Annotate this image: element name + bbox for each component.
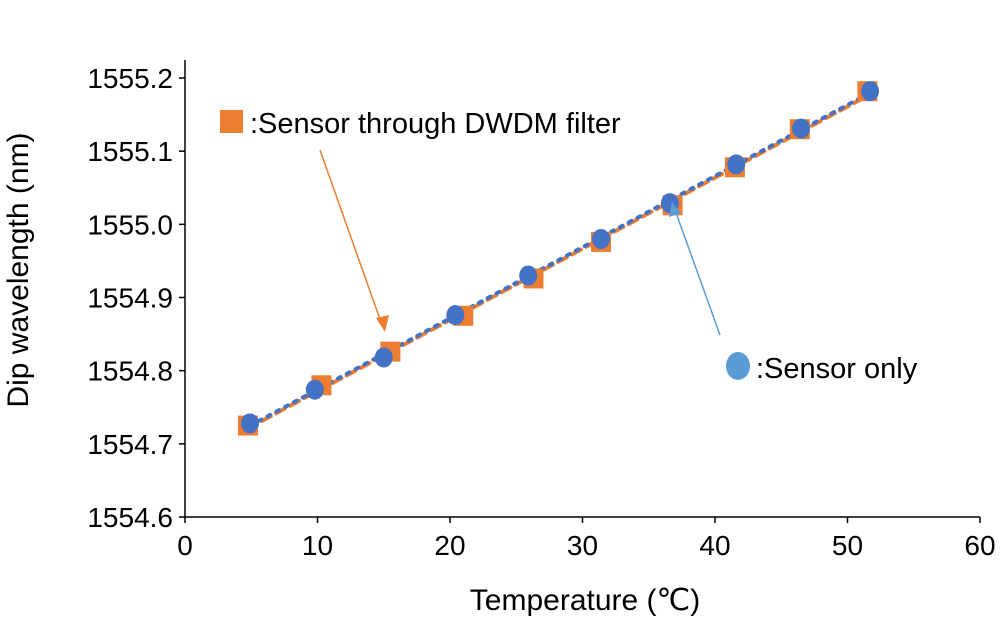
data-point-circle (792, 118, 811, 139)
x-tick-label: 0 (177, 530, 193, 561)
y-tick-label: 1554.9 (87, 283, 173, 314)
x-tick-label: 10 (302, 530, 333, 561)
legend-filter-label: :Sensor through DWDM filter (250, 108, 621, 140)
legend-sensor: :Sensor only (669, 202, 918, 385)
y-tick-label: 1554.8 (87, 356, 173, 387)
x-tick-label: 20 (434, 530, 465, 561)
data-point-circle (305, 379, 324, 400)
y-tick-label: 1555.1 (87, 136, 173, 167)
y-tick-label: 1555.0 (87, 209, 173, 240)
arrowhead-icon (376, 315, 389, 332)
data-point-circle (374, 347, 393, 368)
data-point-circle (592, 228, 611, 249)
x-tick-label: 30 (567, 530, 598, 561)
x-axis-title: Temperature (℃) (470, 584, 700, 617)
y-tick-label: 1555.2 (87, 63, 173, 94)
legend-sensor-label: :Sensor only (756, 353, 918, 385)
data-point-circle (861, 81, 880, 102)
legend-filter-arrow (319, 149, 383, 326)
data-point-circle (727, 154, 746, 175)
data-point-circle (240, 413, 259, 434)
x-tick-label: 50 (832, 530, 863, 561)
x-tick-label: 60 (964, 530, 995, 561)
legend-sensor-arrow (674, 209, 721, 336)
legend-circle-marker (726, 352, 750, 380)
trendline-sensor-only (247, 90, 873, 428)
data-point-circle (446, 305, 465, 326)
data-point-circle (519, 265, 538, 286)
y-tick-label: 1554.6 (87, 502, 173, 533)
legend-filter: :Sensor through DWDM filter (220, 108, 621, 332)
legend-square-marker (220, 110, 243, 133)
y-axis-title: Dip wavelength (nm) (2, 132, 35, 407)
x-tick-label: 40 (699, 530, 730, 561)
y-tick-label: 1554.7 (87, 429, 173, 460)
arrowhead-icon (669, 202, 681, 217)
axes: 0 10 20 30 40 50 60 1554.6 1554.7 1554.8 1554.9 155… (87, 60, 996, 561)
trend-lines (245, 90, 873, 431)
